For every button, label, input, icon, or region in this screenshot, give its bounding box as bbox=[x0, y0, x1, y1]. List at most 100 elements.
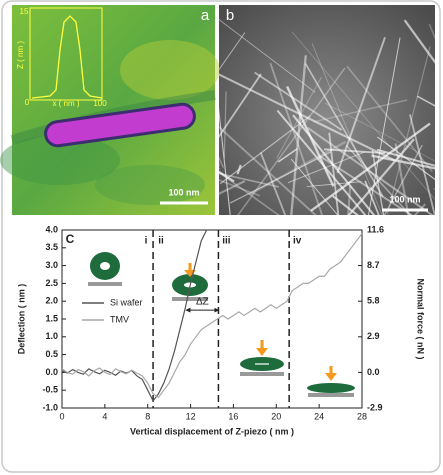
inset-axes bbox=[29, 7, 103, 101]
y2-tick-label: 0.0 bbox=[367, 367, 380, 377]
fiber bbox=[290, 158, 339, 215]
fiber bbox=[219, 19, 316, 93]
fiber bbox=[304, 63, 384, 198]
inset-ymax: 15 bbox=[20, 7, 29, 16]
fiber bbox=[345, 144, 412, 215]
y-tick-label: 4.0 bbox=[45, 224, 58, 234]
data-line bbox=[61, 233, 363, 399]
panel-label: a bbox=[201, 7, 210, 24]
y-tick-label: 3.5 bbox=[45, 242, 58, 252]
fiber bbox=[219, 107, 231, 215]
fiber bbox=[237, 67, 346, 215]
fiber bbox=[219, 172, 280, 188]
fiber bbox=[219, 171, 280, 215]
fibers bbox=[219, 19, 435, 215]
inset-xmax: 100 bbox=[93, 99, 107, 108]
legend-label: TMV bbox=[110, 314, 129, 324]
nanorod bbox=[44, 102, 196, 148]
region-label: iv bbox=[293, 236, 302, 247]
scale-bar-label: 100 nm bbox=[389, 194, 420, 204]
fiber bbox=[248, 140, 347, 196]
inset-origin: 0 bbox=[25, 98, 30, 107]
fiber bbox=[219, 156, 225, 168]
fiber bbox=[409, 114, 435, 215]
fiber bbox=[219, 170, 235, 183]
fiber bbox=[403, 19, 435, 64]
y-tick-label: 3.0 bbox=[45, 260, 58, 270]
fiber bbox=[306, 126, 434, 215]
fiber bbox=[367, 37, 401, 215]
x-tick-label: 24 bbox=[314, 411, 324, 421]
y2-tick-label: 5.8 bbox=[367, 296, 380, 306]
y-tick-label: 0.0 bbox=[45, 367, 58, 377]
fiber bbox=[269, 62, 323, 215]
x-tick-label: 0 bbox=[59, 411, 64, 421]
fiber bbox=[287, 151, 365, 184]
region-label: i bbox=[145, 236, 148, 247]
fiber bbox=[292, 114, 376, 215]
y-tick-label: -0.5 bbox=[42, 385, 58, 395]
data-line bbox=[61, 229, 208, 403]
fiber bbox=[229, 151, 332, 204]
delta-z-label: ΔZ bbox=[196, 297, 209, 308]
y2-tick-label: 8.7 bbox=[367, 260, 380, 270]
fiber bbox=[236, 164, 242, 175]
fiber bbox=[346, 65, 433, 173]
y-tick-label: 2.0 bbox=[45, 296, 58, 306]
panel-b: b 100 nm bbox=[219, 5, 435, 215]
panel-label: C bbox=[66, 232, 75, 246]
region-label: ii bbox=[158, 236, 164, 247]
fiber bbox=[219, 125, 317, 215]
inset-xlabel: x ( nm ) bbox=[52, 99, 79, 108]
fiber bbox=[219, 73, 395, 162]
fiber bbox=[328, 132, 340, 215]
fiber bbox=[219, 115, 311, 185]
fiber bbox=[310, 122, 431, 212]
y2-tick-label: -2.9 bbox=[367, 402, 383, 412]
fiber bbox=[383, 144, 423, 215]
inset-profile bbox=[31, 15, 103, 99]
fiber bbox=[223, 91, 227, 158]
y2-tick-label: 11.6 bbox=[367, 224, 384, 234]
fiber bbox=[324, 102, 435, 162]
fiber bbox=[394, 143, 410, 215]
x-tick-label: 20 bbox=[271, 411, 281, 421]
y-tick-label: -1.0 bbox=[42, 402, 58, 412]
inset-ylabel: Z ( nm ) bbox=[16, 41, 25, 69]
panel-a: 15 Z ( nm ) 0 x ( nm ) 100 a 100 nm bbox=[0, 5, 220, 215]
fiber bbox=[219, 73, 262, 139]
fiber bbox=[318, 155, 414, 215]
legend-label: Si wafer bbox=[110, 297, 143, 307]
fiber bbox=[313, 99, 408, 123]
fiber bbox=[347, 185, 352, 215]
fiber bbox=[276, 109, 367, 215]
fiber bbox=[276, 76, 322, 159]
fiber bbox=[291, 31, 435, 201]
x-tick-label: 12 bbox=[186, 411, 196, 421]
fiber bbox=[332, 195, 360, 215]
y2-tick-label: 2.9 bbox=[367, 331, 380, 341]
x-axis-title: Vertical displacement of Z-piezo ( nm ) bbox=[130, 426, 294, 436]
fiber bbox=[254, 71, 343, 131]
x-tick-label: 16 bbox=[228, 411, 238, 421]
x-tick-label: 4 bbox=[102, 411, 107, 421]
y-tick-label: 2.5 bbox=[45, 278, 58, 288]
panel-label: b bbox=[226, 7, 234, 24]
fiber bbox=[347, 138, 415, 215]
region-label: iii bbox=[222, 236, 231, 247]
x-tick-label: 8 bbox=[145, 411, 150, 421]
fiber bbox=[371, 154, 435, 170]
fiber bbox=[386, 46, 431, 215]
fiber bbox=[324, 148, 386, 155]
fiber bbox=[306, 181, 362, 188]
fiber bbox=[376, 148, 435, 167]
y-axis-title: Deflection ( nm ) bbox=[16, 284, 26, 355]
scale-bar-label: 100 nm bbox=[168, 187, 199, 197]
y2-axis-title: Normal force ( nN ) bbox=[416, 278, 426, 359]
fiber bbox=[311, 43, 383, 215]
fiber bbox=[277, 148, 298, 163]
y-tick-label: 1.0 bbox=[45, 331, 58, 341]
y-tick-label: 0.5 bbox=[45, 349, 58, 359]
